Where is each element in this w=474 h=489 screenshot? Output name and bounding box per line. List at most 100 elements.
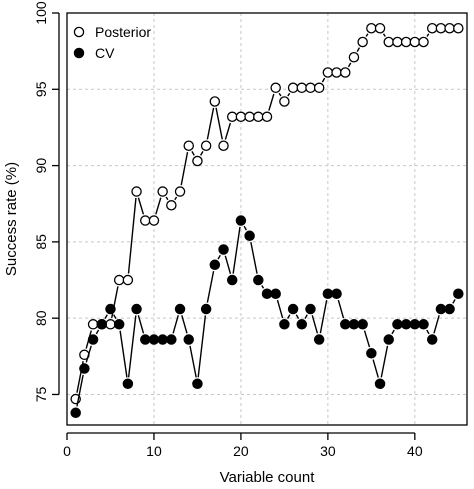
series-segment bbox=[426, 33, 430, 37]
data-point bbox=[322, 288, 334, 300]
series-segment bbox=[261, 285, 265, 289]
data-point bbox=[418, 319, 429, 330]
data-point bbox=[105, 303, 116, 315]
series-segment bbox=[347, 62, 352, 68]
data-point bbox=[113, 319, 125, 330]
data-point bbox=[426, 23, 438, 34]
data-point bbox=[357, 319, 368, 330]
series-segment bbox=[217, 254, 221, 260]
series-segment bbox=[137, 315, 145, 334]
data-point bbox=[400, 36, 412, 48]
data-point bbox=[374, 378, 386, 390]
axes: 0 10 20 30 40 75 80 85 90 95 100 bbox=[33, 1, 423, 459]
series-segment bbox=[287, 92, 291, 97]
data-point bbox=[261, 288, 273, 300]
data-point bbox=[374, 23, 386, 34]
series-segment bbox=[76, 374, 84, 407]
data-point bbox=[348, 319, 360, 330]
y-tick-label: 80 bbox=[33, 310, 49, 326]
data-point bbox=[270, 288, 281, 300]
data-point bbox=[192, 378, 203, 390]
data-point bbox=[322, 67, 334, 78]
data-point bbox=[148, 334, 160, 345]
series-segment bbox=[180, 152, 189, 186]
series bbox=[70, 23, 464, 419]
series-segment bbox=[104, 314, 108, 319]
series-segment bbox=[95, 329, 100, 335]
data-point bbox=[226, 111, 238, 123]
legend: Posterior CV bbox=[73, 24, 151, 61]
series-segment bbox=[155, 197, 162, 215]
series-segment bbox=[268, 93, 275, 111]
series-segment bbox=[137, 197, 145, 215]
data-point bbox=[392, 36, 403, 48]
data-point bbox=[235, 215, 247, 226]
data-point bbox=[409, 36, 421, 48]
data-point bbox=[87, 319, 99, 330]
series-segment bbox=[365, 33, 369, 37]
y-tick-label: 95 bbox=[33, 81, 49, 97]
data-point bbox=[218, 140, 229, 152]
data-point bbox=[383, 334, 394, 345]
series-segment bbox=[337, 299, 345, 319]
data-point bbox=[96, 319, 108, 330]
data-point bbox=[426, 334, 438, 345]
data-point bbox=[113, 274, 125, 286]
legend-marker-posterior bbox=[73, 26, 85, 38]
data-point bbox=[174, 303, 186, 315]
x-tick-label: 20 bbox=[233, 443, 249, 459]
series-segment bbox=[276, 299, 284, 319]
series-segment bbox=[119, 330, 128, 378]
x-tick-label: 30 bbox=[320, 443, 336, 459]
data-point bbox=[305, 303, 316, 315]
data-point bbox=[340, 319, 351, 330]
data-point bbox=[200, 303, 212, 315]
data-point bbox=[279, 96, 290, 107]
data-point bbox=[105, 319, 116, 330]
series-segment bbox=[380, 345, 389, 378]
data-point bbox=[348, 52, 360, 63]
data-point bbox=[166, 200, 177, 211]
series-segment bbox=[304, 314, 308, 319]
series-segment bbox=[250, 242, 258, 274]
legend-marker-cv bbox=[73, 47, 85, 59]
data-point bbox=[366, 348, 377, 359]
series-segment bbox=[200, 151, 204, 156]
data-point bbox=[131, 186, 142, 197]
data-point bbox=[253, 111, 264, 123]
data-point bbox=[70, 407, 81, 419]
series-segment bbox=[215, 107, 223, 140]
x-tick-label: 0 bbox=[63, 443, 71, 459]
series-segment bbox=[232, 226, 241, 274]
y-axis-label: Success rate (%) bbox=[3, 162, 20, 276]
data-point bbox=[444, 23, 455, 34]
data-point bbox=[261, 111, 273, 123]
grid bbox=[66, 12, 467, 425]
data-point bbox=[340, 67, 351, 78]
series-segment bbox=[356, 47, 361, 52]
data-point bbox=[400, 319, 412, 330]
y-tick-label: 100 bbox=[33, 1, 49, 25]
data-point bbox=[209, 259, 221, 271]
series-segment bbox=[433, 315, 440, 334]
data-point bbox=[244, 230, 255, 242]
data-point bbox=[366, 23, 377, 34]
series-segment bbox=[321, 77, 326, 83]
data-point bbox=[79, 363, 90, 374]
x-axis-label: Variable count bbox=[220, 469, 316, 486]
series-posterior bbox=[70, 23, 464, 405]
data-point bbox=[192, 155, 203, 167]
series-segment bbox=[391, 329, 395, 335]
x-tick-label: 10 bbox=[146, 443, 162, 459]
data-point bbox=[435, 303, 447, 315]
series-segment bbox=[224, 255, 232, 274]
data-point bbox=[331, 67, 342, 78]
series-segment bbox=[295, 314, 300, 319]
data-point bbox=[244, 111, 255, 123]
series-segment bbox=[287, 314, 291, 319]
data-point bbox=[453, 23, 464, 34]
series-segment bbox=[174, 196, 178, 201]
series-segment bbox=[85, 345, 92, 363]
data-point bbox=[87, 334, 99, 345]
